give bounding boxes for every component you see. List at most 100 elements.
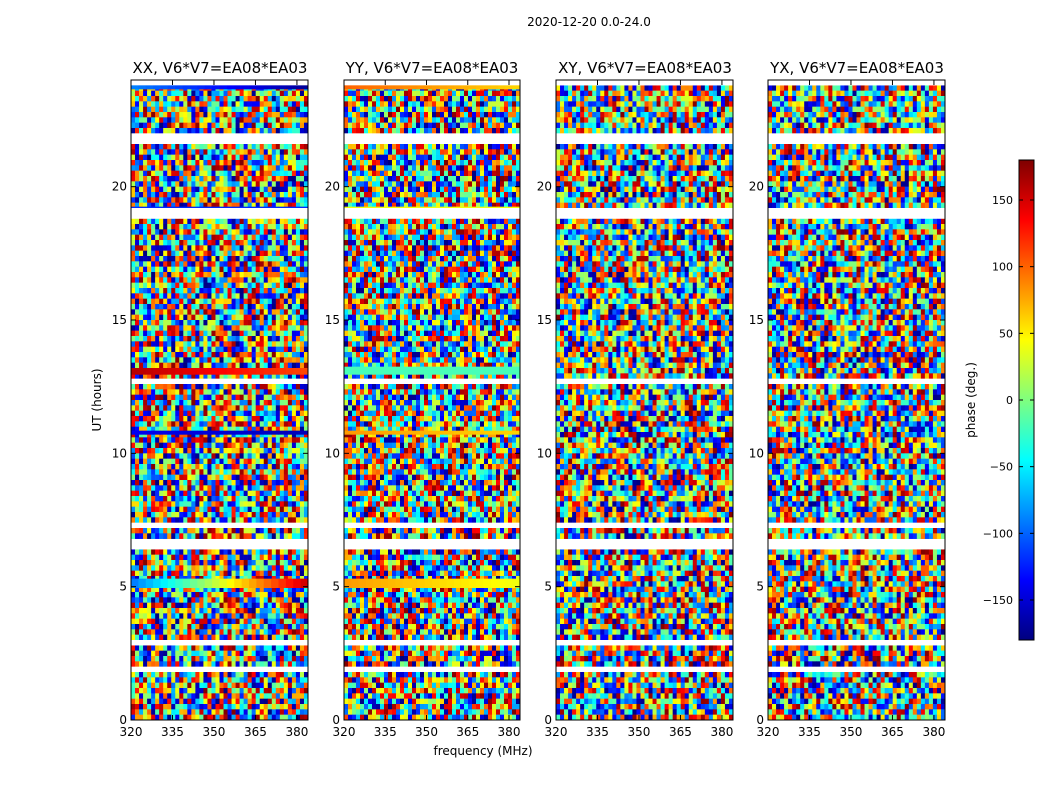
heat-cell — [287, 101, 293, 107]
heat-cell — [167, 698, 172, 705]
heat-cell — [135, 197, 140, 203]
heat-cell — [255, 592, 261, 598]
heat-cell — [227, 592, 232, 598]
heat-cell — [139, 602, 144, 609]
heat-cell — [187, 464, 192, 470]
heat-cell — [235, 426, 240, 433]
heat-cell — [283, 565, 289, 571]
heat-cell — [287, 533, 293, 539]
heat-cell — [235, 688, 240, 694]
heat-cell — [299, 698, 305, 705]
heat-cell — [231, 245, 236, 251]
heat-cell — [291, 389, 297, 395]
heat-cell — [259, 352, 265, 358]
heat-cell — [179, 314, 184, 321]
heat-cell — [191, 224, 196, 230]
heat-cell — [211, 592, 216, 598]
heat-cell — [183, 314, 188, 321]
heat-cell — [255, 336, 261, 342]
heat-cell — [247, 272, 252, 278]
heat-cell — [283, 170, 289, 177]
heat-cell — [219, 330, 224, 337]
heat-cell — [215, 373, 220, 379]
heat-cell — [259, 517, 265, 523]
heat-cell — [239, 122, 244, 129]
heat-cell — [231, 389, 236, 395]
heat-cell — [295, 149, 301, 155]
heat-cell — [283, 266, 289, 273]
heat-cell — [235, 112, 240, 118]
heat-cell — [155, 608, 160, 614]
heat-cell — [191, 400, 196, 406]
heat-cell — [239, 709, 244, 715]
heat-cell — [207, 650, 212, 657]
heat-cell — [171, 474, 176, 481]
heat-cell — [195, 320, 200, 326]
heat-cell — [199, 624, 204, 630]
heat-cell — [239, 336, 244, 342]
heat-cell — [183, 96, 188, 102]
coherent-band-segment — [300, 82, 309, 90]
heat-cell — [211, 458, 216, 465]
heat-cell — [183, 128, 188, 134]
heat-cell — [271, 352, 277, 358]
heat-cell — [287, 704, 293, 710]
heat-cell — [167, 437, 172, 443]
heat-cell — [175, 128, 180, 134]
heat-cell — [147, 613, 152, 619]
heat-cell — [271, 357, 277, 363]
coherent-band-segment — [241, 578, 250, 588]
heat-cell — [207, 464, 212, 470]
heat-cell — [275, 634, 281, 641]
heat-cell — [203, 106, 208, 113]
heat-cell — [247, 149, 252, 155]
heat-cell — [179, 245, 184, 251]
heat-cell — [159, 693, 164, 699]
heat-cell — [259, 224, 265, 230]
heat-cell — [179, 330, 184, 337]
heat-cell — [199, 106, 204, 113]
heat-cell — [251, 330, 256, 337]
heat-cell — [255, 469, 261, 475]
heat-cell — [143, 405, 148, 411]
heat-cell — [143, 341, 148, 347]
heat-cell — [271, 693, 277, 699]
heat-cell — [267, 565, 273, 571]
heat-cell — [167, 688, 172, 694]
heat-cell — [179, 512, 184, 518]
heat-cell — [291, 197, 297, 203]
heat-cell — [279, 592, 285, 598]
heat-cell — [291, 357, 297, 363]
heat-cell — [267, 554, 273, 561]
heat-cell — [175, 240, 180, 246]
heat-cell — [207, 634, 212, 641]
heat-cell — [143, 282, 148, 289]
heat-cell — [143, 154, 148, 161]
heat-cell — [167, 549, 172, 555]
heat-cell — [231, 176, 236, 182]
heat-cell — [263, 410, 269, 417]
heat-cell — [207, 165, 212, 171]
heat-cell — [259, 181, 265, 187]
heat-cell — [223, 714, 228, 721]
heat-cell — [211, 314, 216, 321]
heat-cell — [231, 170, 236, 177]
heat-cell — [139, 437, 144, 443]
heat-cell — [263, 405, 269, 411]
heat-cell — [275, 389, 281, 395]
heat-cell — [223, 405, 228, 411]
heat-cell — [139, 128, 144, 134]
heat-cell — [243, 533, 248, 539]
heat-cell — [275, 656, 281, 662]
heat-cell — [155, 661, 160, 667]
heat-cell — [171, 352, 176, 358]
heat-cell — [255, 693, 261, 699]
heat-cell — [251, 309, 256, 315]
heat-cell — [235, 250, 240, 257]
heat-cell — [251, 517, 256, 523]
heat-cell — [267, 373, 273, 379]
heat-cell — [295, 293, 301, 299]
heat-cell — [151, 496, 156, 502]
heat-cell — [203, 234, 208, 241]
heat-cell — [207, 437, 212, 443]
